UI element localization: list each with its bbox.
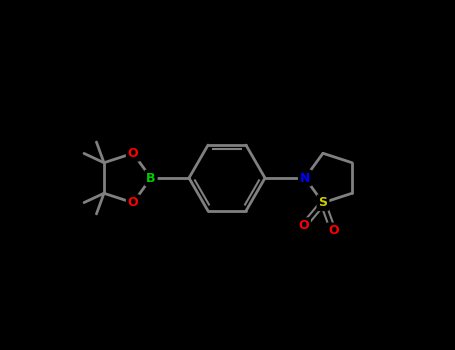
Text: O: O	[328, 224, 339, 237]
Text: O: O	[128, 147, 138, 160]
Text: N: N	[300, 172, 310, 184]
Text: O: O	[128, 196, 138, 209]
Text: O: O	[298, 219, 309, 232]
Text: S: S	[318, 196, 328, 209]
Text: B: B	[146, 172, 156, 184]
